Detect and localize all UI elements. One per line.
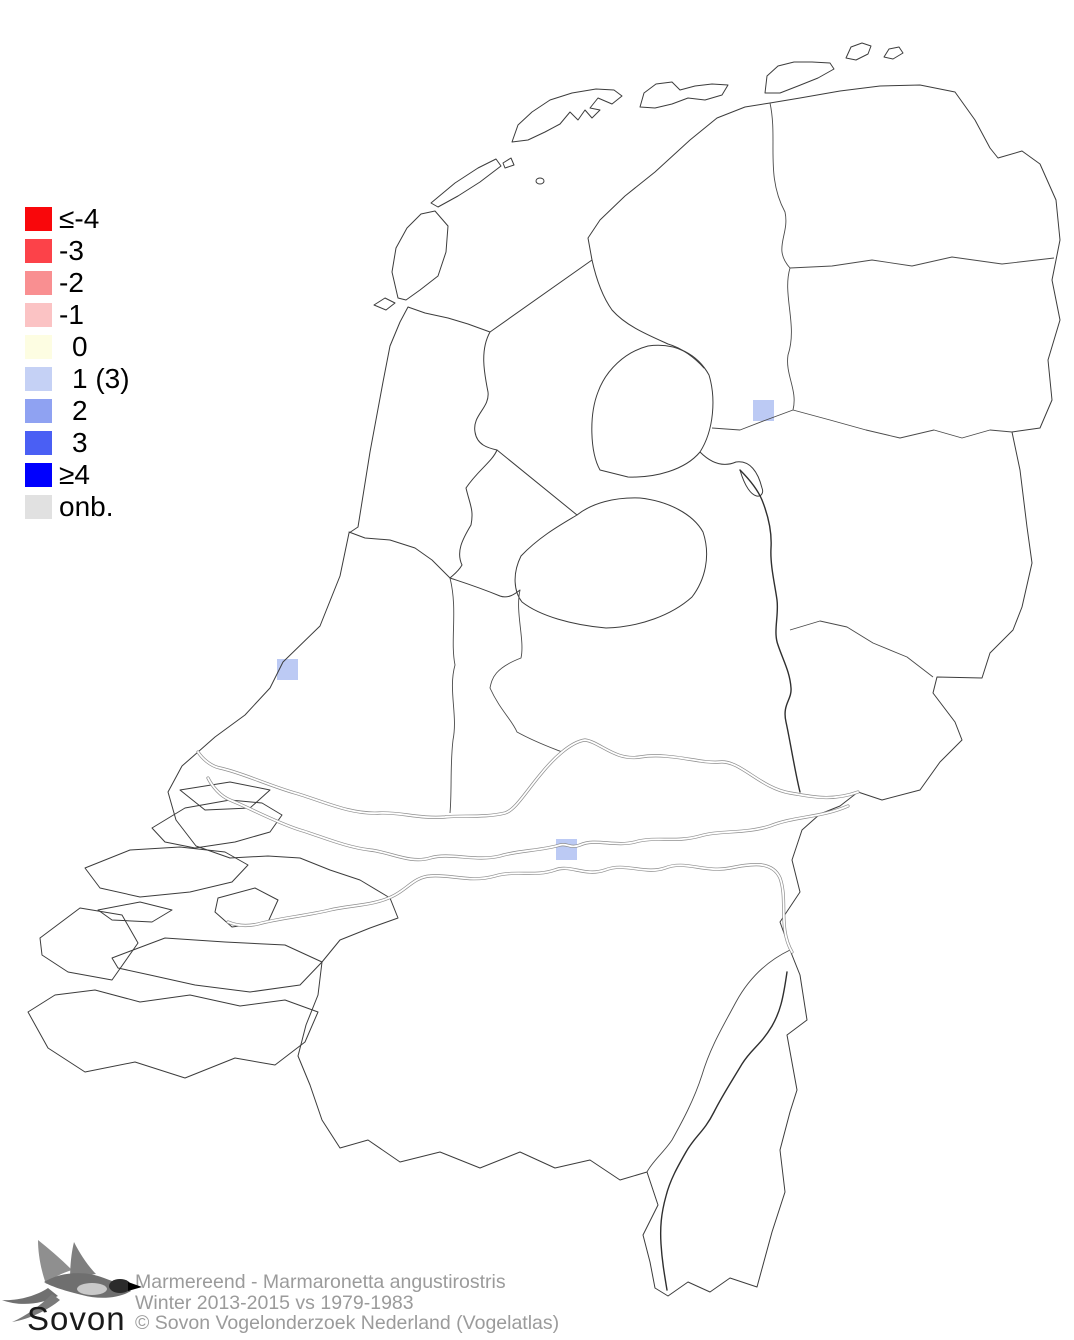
noordoostpolder (591, 344, 714, 478)
copyright-line: © Sovon Vogelonderzoek Nederland (Vogela… (135, 1312, 560, 1334)
border-drenthe-overijssel (792, 409, 1013, 439)
grid-cell-value-1 (556, 839, 577, 860)
border-groningen-drenthe (789, 256, 1055, 269)
houtribdijk (496, 449, 578, 516)
river-maas-limburg (659, 971, 788, 1291)
island-schiermonnikoog (764, 61, 835, 94)
border-friesland-groningen (769, 102, 791, 269)
legend-color-swatch (25, 399, 52, 423)
legend-item: -3 (25, 235, 130, 267)
grid-cell-value-1 (753, 400, 774, 421)
legend-item: 0 (25, 331, 130, 363)
legend-item: 1 (3) (25, 363, 130, 395)
zeeuws-vlaanderen (27, 989, 319, 1079)
legend-color-swatch (25, 367, 52, 391)
map-attribution: Marmereend - Marmaronetta angustirostris… (135, 1272, 559, 1334)
legend-color-swatch (25, 335, 52, 359)
border-gelderland-utrecht (489, 589, 563, 753)
island-goeree-overflakkee (151, 799, 283, 849)
legend-color-swatch (25, 495, 52, 519)
legend-item: -1 (25, 299, 130, 331)
sovon-logo: Sovon (2, 1240, 142, 1337)
legend-label: 2 (72, 395, 88, 426)
ijmeer-shore (449, 577, 521, 598)
legend-item: ≥4 (25, 459, 130, 491)
rivers-group (196, 469, 860, 1291)
flevoland-polder (514, 497, 708, 629)
friesland-ijsselmeer-shore (591, 259, 705, 369)
overijssel-shore (699, 451, 764, 497)
border-friesland-overijssel (711, 409, 794, 431)
ijsselmeer-west-shore (449, 331, 498, 579)
island-vlieland (430, 158, 502, 208)
border-utrecht-holland (449, 577, 456, 814)
legend-label: -2 (59, 267, 84, 298)
legend-label: ≥4 (59, 459, 90, 490)
border-overijssel-gelderland (789, 620, 934, 678)
legend-color-swatch (25, 303, 52, 327)
island-zuid-beveland (111, 937, 323, 993)
logo-wordmark: Sovon (27, 1300, 126, 1337)
noordzeekanaal (348, 531, 451, 579)
island-rottumeroog (883, 46, 904, 60)
province-borders-group (449, 102, 1055, 1173)
island-walcheren (39, 907, 139, 981)
island-richel (502, 157, 515, 169)
island-texel (391, 210, 449, 301)
legend-item: onb. (25, 491, 130, 523)
legend-label: 3 (72, 427, 88, 458)
island-noord-beveland (97, 901, 173, 923)
legend-color-swatch (25, 431, 52, 455)
island-schouwen-duiveland (84, 846, 249, 898)
island-terschelling (511, 88, 623, 143)
legend-label: 1 (3) (72, 363, 130, 394)
species-title: Marmereend - Marmaronetta angustirostris (135, 1271, 506, 1293)
legend-label: onb. (59, 491, 114, 522)
island-griend (535, 177, 545, 185)
island-rottumerplaat (845, 42, 872, 61)
zeeland-islands-group (27, 781, 323, 1079)
island-voorne-putten (179, 781, 271, 811)
mainland-outline (167, 84, 1061, 1297)
legend-color-swatch (25, 239, 52, 263)
period-subtitle: Winter 2013-2015 vs 1979-1983 (135, 1291, 414, 1314)
mainland-outline-group (167, 84, 1061, 1297)
legend-label: -3 (59, 235, 84, 266)
legend-item: 3 (25, 427, 130, 459)
legend-item: 2 (25, 395, 130, 427)
swallow-icon (2, 1240, 142, 1322)
border-friesland-drenthe (787, 267, 795, 411)
river-lek (196, 738, 860, 819)
legend: ≤-4 -3 -2 -1 0 1 (3) 2 3 ≥4 onb. (25, 203, 130, 523)
legend-color-swatch (25, 463, 52, 487)
legend-item: -2 (25, 267, 130, 299)
legend-color-swatch (25, 271, 52, 295)
river-maas-hollandsdiep (226, 863, 794, 954)
legend-label: -1 (59, 299, 84, 330)
border-brabant-limburg (646, 949, 791, 1173)
wadden-islands-group (373, 42, 904, 311)
grid-cell-value-1 (277, 659, 298, 680)
legend-color-swatch (25, 207, 52, 231)
island-ameland (639, 81, 729, 109)
legend-label: ≤-4 (59, 203, 100, 234)
island-noorderhaaks (373, 297, 396, 311)
river-ijssel (739, 469, 801, 793)
legend-item: ≤-4 (25, 203, 130, 235)
legend-label: 0 (72, 331, 88, 362)
